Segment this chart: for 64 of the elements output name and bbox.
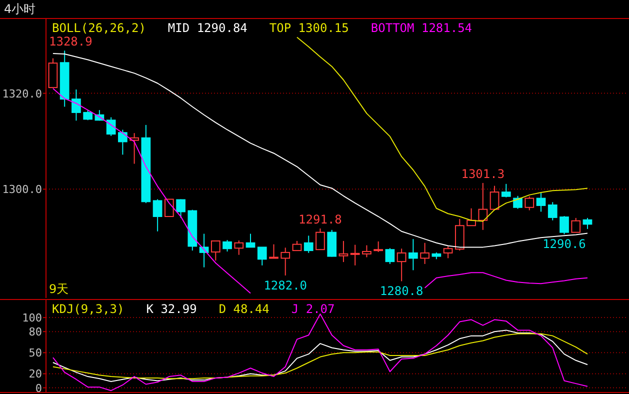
candlestick — [560, 216, 569, 235]
candlestick — [338, 240, 348, 263]
y-tick-label: 100 — [22, 312, 42, 325]
candlestick — [257, 246, 267, 266]
y-tick-label: 0 — [35, 382, 42, 394]
candlestick — [72, 88, 81, 122]
candlestick — [327, 229, 337, 258]
candlestick — [130, 132, 139, 164]
chart-title: 4小时 — [4, 2, 36, 16]
candlestick — [501, 183, 511, 198]
legend-title: KDJ(9,3,3) — [52, 302, 124, 316]
text: D 48.44 — [218, 302, 270, 316]
candlestick — [548, 202, 558, 221]
candlestick — [374, 240, 384, 252]
candlestick — [234, 240, 244, 256]
candlestick — [582, 217, 592, 230]
series-label: TOP 1300.15 — [269, 21, 349, 35]
candlestick — [292, 240, 302, 252]
candlestick — [385, 248, 395, 264]
candlestick — [443, 246, 453, 259]
candlestick — [350, 244, 360, 266]
candlestick — [536, 192, 546, 212]
annotation: 9天 — [49, 282, 69, 296]
candlestick — [420, 242, 430, 264]
candlestick — [571, 217, 581, 233]
text: MID 1290.84 — [168, 21, 248, 35]
y-tick-label: 20 — [28, 368, 42, 381]
candlestick — [478, 182, 488, 230]
legend-title: BOLL(26,26,2) — [52, 21, 146, 35]
candlestick — [408, 238, 418, 271]
y-tick-label: 1320.0 — [2, 87, 42, 100]
line-series — [52, 314, 588, 392]
annotation: 1301.3 — [461, 166, 505, 181]
candlestick — [362, 244, 372, 258]
candlestick — [454, 218, 464, 252]
line-series — [52, 53, 588, 248]
text: K 32.99 — [146, 302, 197, 316]
candlestick — [513, 195, 522, 210]
candlestick — [316, 228, 325, 250]
annotation: 1328.9 — [49, 34, 92, 49]
candlestick — [396, 248, 406, 282]
y-tick-label: 1300.0 — [2, 183, 42, 196]
series-label: J 2.07 — [291, 302, 335, 316]
candlestick — [524, 196, 534, 211]
candlestick — [164, 198, 174, 218]
annotation: 1282.0 — [264, 278, 308, 292]
candlestick — [246, 233, 256, 248]
annotation: 1280.8 — [380, 284, 424, 298]
candlestick — [210, 240, 220, 262]
annotation: 1290.6 — [542, 237, 586, 252]
candlestick — [176, 198, 186, 218]
text: BOTTOM 1281.54 — [370, 21, 472, 35]
candlestick — [83, 110, 93, 121]
candlestick — [106, 116, 116, 136]
candlestick — [269, 244, 278, 259]
y-tick-label: 50 — [28, 346, 42, 360]
y-tick-label: 80 — [28, 326, 42, 339]
candlestick — [490, 185, 500, 210]
candlestick — [280, 247, 290, 276]
candlestick — [304, 235, 314, 254]
annotation: 1291.8 — [298, 212, 342, 226]
candlestick — [222, 239, 232, 252]
candlestick — [118, 129, 128, 156]
candlestick — [152, 198, 162, 232]
